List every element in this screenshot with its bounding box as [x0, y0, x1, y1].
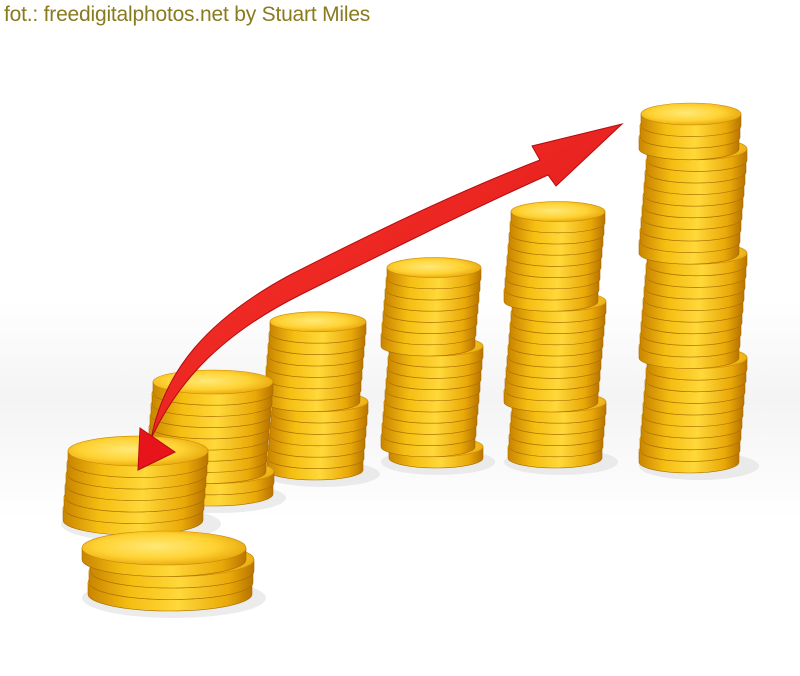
- coin: [640, 102, 742, 137]
- coin: [67, 435, 209, 478]
- coin-stack: [263, 311, 380, 487]
- coin-stacks: [61, 102, 759, 618]
- coin: [510, 201, 606, 234]
- coin-stack: [380, 257, 495, 475]
- coin-stack: [638, 102, 759, 480]
- coin: [81, 530, 247, 577]
- coin: [386, 257, 482, 290]
- coin: [269, 311, 367, 344]
- growth-arrow: [137, 123, 624, 471]
- coin-stack: [503, 201, 618, 475]
- coin-stack: [61, 435, 221, 542]
- coin-stack: [81, 530, 266, 618]
- photo-credit: fot.: freedigitalphotos.net by Stuart Mi…: [4, 3, 371, 26]
